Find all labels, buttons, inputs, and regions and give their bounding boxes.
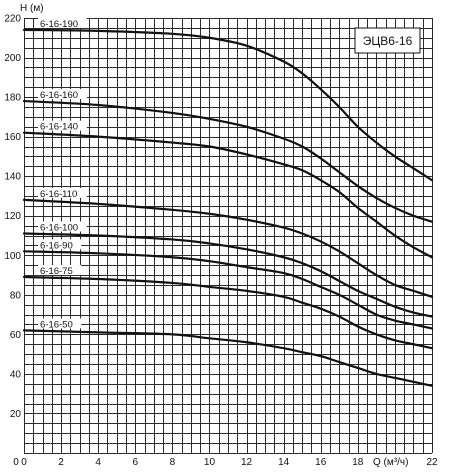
y-tick-label: 200 (4, 53, 21, 64)
chart-curves (22, 28, 434, 387)
x-axis-ticks: 0 2 4 6 8 10 12 14 16 18 22 (21, 457, 438, 468)
x-tick-label: 16 (315, 457, 327, 468)
y-tick-label: 160 (4, 132, 21, 143)
y-tick-label: 20 (10, 409, 22, 420)
y-tick-label: 40 (10, 369, 22, 380)
series-label: 6-16-75 (40, 266, 73, 277)
x-tick-label: 0 (21, 457, 27, 468)
y-tick-label: 220 (4, 14, 21, 25)
series-label-background (38, 318, 82, 329)
series-curve-6-16-110 (22, 198, 434, 298)
series-label: 6-16-140 (40, 122, 78, 133)
series-label: 6-16-50 (40, 319, 73, 330)
series-label: 6-16-90 (40, 240, 73, 251)
series-curve-6-16-160 (22, 99, 434, 223)
series-label-background (38, 221, 87, 232)
y-tick-label: 80 (10, 290, 22, 301)
series-label-background (38, 187, 87, 198)
series-label-background (38, 17, 87, 28)
series-curve-6-16-100 (22, 232, 434, 318)
y-axis-ticks: 20 40 60 80 100 120 140 160 180 200 220 0 (4, 14, 21, 469)
chart-title-box: ЭЦВ6-16 (354, 27, 421, 54)
y-axis-title: H (м) (20, 3, 44, 14)
series-label: 6-16-110 (40, 189, 77, 200)
x-tick-label: 2 (58, 457, 64, 468)
x-tick-label: 6 (132, 457, 138, 468)
series-label-background (38, 120, 87, 131)
x-tick-label: 10 (204, 457, 216, 468)
origin-tick-label: 0 (13, 457, 19, 468)
y-tick-label: 180 (4, 93, 21, 104)
series-label-background (38, 239, 82, 250)
x-axis-title: Q (м³/ч) (373, 457, 408, 468)
x-tick-label: 12 (241, 457, 253, 468)
series-curve-6-16-75 (22, 275, 434, 350)
series-curve-6-16-50 (22, 329, 434, 387)
series-label: 6-16-100 (40, 223, 78, 234)
title-frame (354, 27, 421, 54)
y-tick-label: 60 (10, 330, 22, 341)
series-curve-6-16-90 (22, 250, 434, 330)
y-tick-label: 140 (4, 172, 21, 183)
series-curve-6-16-190 (22, 28, 434, 182)
series-labels: 6-16-190 6-16-160 6-16-140 6-16-110 6-16-100… (38, 17, 87, 330)
y-tick-label: 100 (4, 251, 21, 262)
chart-title: ЭЦВ6-16 (363, 34, 413, 48)
x-tick-label: 18 (352, 457, 364, 468)
series-label: 6-16-160 (40, 90, 78, 101)
series-label-background (38, 89, 87, 100)
x-tick-label: 4 (95, 457, 101, 468)
series-label: 6-16-190 (40, 19, 78, 30)
series-curve-6-16-140 (22, 131, 434, 259)
y-tick-label: 120 (4, 211, 21, 222)
x-tick-label: 22 (426, 457, 438, 468)
x-tick-label: 14 (278, 457, 290, 468)
x-tick-label: 8 (170, 457, 176, 468)
series-label-background (38, 265, 82, 276)
